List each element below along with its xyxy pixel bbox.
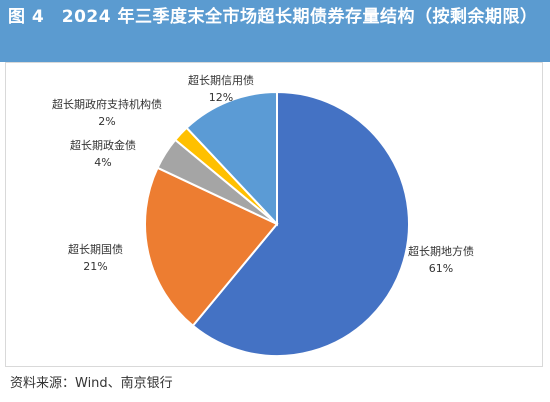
label-policy-bank-bond-name: 超长期政金债 (70, 139, 136, 152)
label-treasury-bond-value: 21% (83, 260, 108, 273)
chart-title: 图 4 2024 年三季度末全市场超长期债券存量结构（按剩余期限） (8, 7, 538, 27)
label-agency-bond: 超长期政府支持机构债 2% (52, 96, 162, 130)
label-local-gov-bond: 超长期地方债 61% (408, 243, 474, 277)
title-bar: 图 4 2024 年三季度末全市场超长期债券存量结构（按剩余期限） (0, 0, 550, 62)
slice-credit-bond (185, 90, 278, 227)
label-credit-bond: 超长期信用债 12% (188, 72, 254, 106)
label-local-gov-bond-name: 超长期地方债 (408, 245, 474, 258)
label-treasury-bond: 超长期国债 21% (68, 241, 123, 275)
label-policy-bank-bond-value: 4% (94, 156, 112, 169)
slice-local-gov-bond (191, 90, 410, 357)
label-credit-bond-name: 超长期信用债 (188, 74, 254, 87)
label-local-gov-bond-value: 61% (428, 262, 454, 275)
slice-treasury-bond (144, 166, 279, 328)
label-agency-bond-name: 超长期政府支持机构债 (52, 98, 162, 111)
label-treasury-bond-name: 超长期国债 (68, 243, 123, 256)
label-policy-bank-bond: 超长期政金债 4% (70, 137, 136, 171)
label-agency-bond-value: 2% (98, 115, 116, 128)
source-note: 资料来源：Wind、南京银行 (10, 376, 173, 391)
label-credit-bond-value: 12% (208, 91, 234, 104)
